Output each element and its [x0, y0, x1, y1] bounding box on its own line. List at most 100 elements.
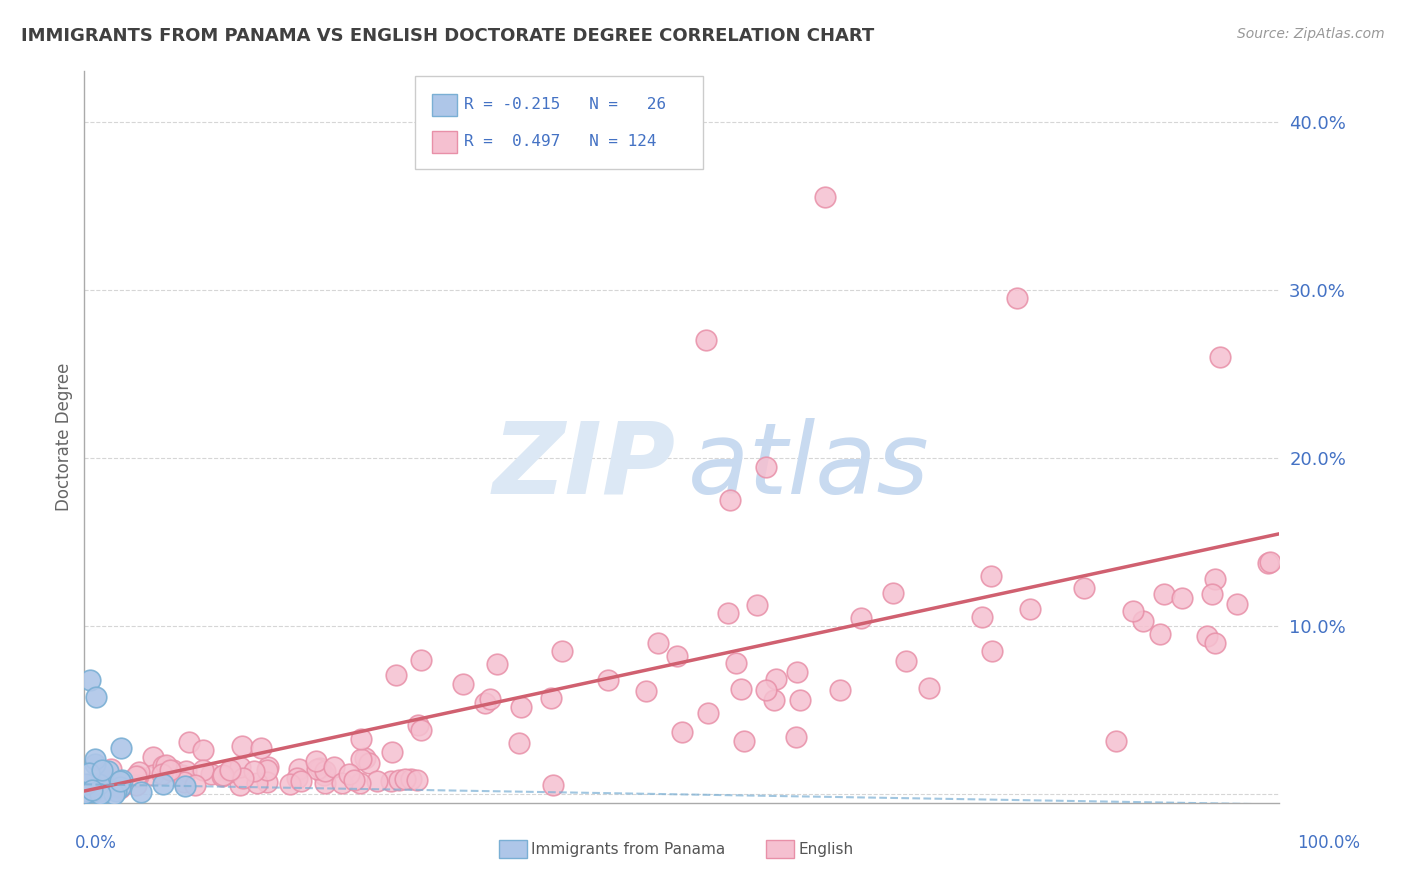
- Point: [79, 673, 101, 687]
- Point: [1122, 604, 1144, 618]
- Point: [305, 762, 328, 776]
- Point: [90, 763, 112, 777]
- Point: [474, 696, 496, 710]
- Point: [177, 734, 200, 748]
- Point: [384, 668, 406, 682]
- Point: [1226, 597, 1249, 611]
- Y-axis label: Doctorate Degree: Doctorate Degree: [55, 363, 73, 511]
- Point: [309, 761, 332, 775]
- Point: [350, 732, 373, 747]
- Point: [103, 787, 125, 801]
- Point: [75, 784, 97, 798]
- Point: [90, 767, 112, 781]
- Point: [80, 783, 103, 797]
- Point: [86, 690, 108, 704]
- Point: [110, 741, 132, 756]
- Point: [212, 767, 235, 781]
- Point: [647, 636, 669, 650]
- Point: [91, 786, 114, 800]
- Point: [551, 644, 574, 658]
- Point: [451, 677, 474, 691]
- Point: [540, 690, 562, 705]
- Point: [231, 739, 253, 754]
- Point: [232, 771, 254, 785]
- Point: [191, 763, 214, 777]
- Text: Source: ZipAtlas.com: Source: ZipAtlas.com: [1237, 27, 1385, 41]
- Point: [125, 769, 148, 783]
- Text: R =  0.497   N = 124: R = 0.497 N = 124: [464, 135, 657, 149]
- Point: [257, 760, 280, 774]
- Point: [409, 653, 432, 667]
- Point: [111, 773, 134, 788]
- Point: [755, 683, 778, 698]
- Point: [763, 693, 786, 707]
- Point: [287, 771, 309, 785]
- Point: [141, 749, 163, 764]
- Point: [695, 334, 717, 348]
- Point: [229, 778, 252, 792]
- Point: [388, 772, 411, 787]
- Point: [87, 784, 110, 798]
- Point: [406, 772, 429, 787]
- Point: [381, 745, 404, 759]
- Point: [1019, 602, 1042, 616]
- Point: [256, 775, 278, 789]
- Point: [322, 760, 344, 774]
- Point: [882, 585, 904, 599]
- Point: [211, 768, 233, 782]
- Point: [814, 190, 837, 204]
- Point: [108, 774, 131, 789]
- Point: [350, 752, 373, 766]
- Point: [1197, 629, 1219, 643]
- Text: ZIP: ZIP: [494, 417, 676, 515]
- Point: [127, 768, 149, 782]
- Point: [337, 767, 360, 781]
- Point: [256, 763, 278, 777]
- Point: [142, 768, 165, 782]
- Point: [174, 764, 197, 778]
- Point: [718, 493, 741, 508]
- Point: [479, 692, 502, 706]
- Point: [697, 706, 720, 720]
- Point: [755, 459, 778, 474]
- Point: [314, 776, 336, 790]
- Point: [671, 724, 693, 739]
- Point: [981, 644, 1004, 658]
- Point: [359, 756, 381, 771]
- Point: [406, 718, 429, 732]
- Point: [314, 764, 336, 778]
- Point: [80, 785, 103, 799]
- Point: [399, 772, 422, 786]
- Point: [409, 723, 432, 737]
- Point: [191, 742, 214, 756]
- Point: [745, 599, 768, 613]
- Point: [79, 777, 101, 791]
- Point: [366, 773, 388, 788]
- Point: [1105, 734, 1128, 748]
- Point: [84, 752, 107, 766]
- Point: [730, 681, 752, 696]
- Point: [100, 762, 122, 776]
- Point: [765, 672, 787, 686]
- Point: [666, 648, 689, 663]
- Point: [173, 779, 195, 793]
- Text: Immigrants from Panama: Immigrants from Panama: [531, 842, 725, 856]
- Point: [304, 755, 326, 769]
- Point: [200, 767, 222, 781]
- Point: [150, 767, 173, 781]
- Point: [79, 765, 101, 780]
- Point: [288, 762, 311, 776]
- Point: [716, 606, 738, 620]
- Point: [128, 764, 150, 779]
- Point: [83, 756, 105, 771]
- Point: [1204, 573, 1226, 587]
- Point: [1005, 291, 1028, 305]
- Point: [108, 780, 131, 794]
- Point: [1201, 587, 1223, 601]
- Point: [278, 777, 301, 791]
- Point: [108, 780, 131, 795]
- Point: [596, 673, 619, 687]
- Point: [1209, 350, 1232, 364]
- Point: [218, 764, 240, 779]
- Point: [786, 665, 808, 679]
